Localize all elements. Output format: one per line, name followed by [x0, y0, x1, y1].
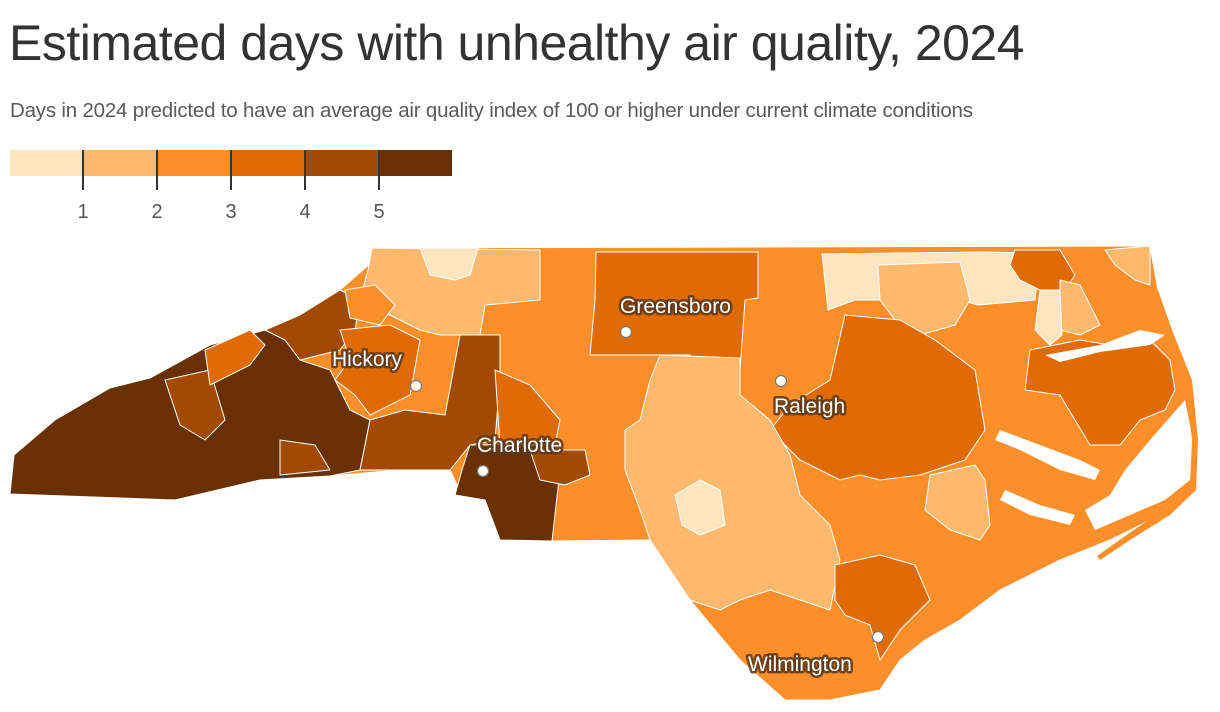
county-region — [334, 324, 421, 416]
charlotte-dot — [476, 464, 490, 478]
legend-tick-label: 2 — [151, 201, 163, 223]
legend-swatch-4 — [304, 150, 379, 176]
legend-tick — [378, 150, 380, 190]
legend-swatch-3 — [231, 150, 305, 176]
water-pamlico-sound — [1085, 400, 1193, 530]
legend-tick — [82, 150, 84, 190]
legend-bar — [10, 150, 453, 176]
legend-tick — [230, 150, 232, 190]
county-region — [834, 554, 931, 661]
city-markers: Greensboro Hickory Charlotte Raleigh Wil… — [330, 293, 885, 679]
legend-tick-label: 5 — [373, 201, 385, 223]
chart-title: Estimated days with unhealthy air qualit… — [9, 15, 1025, 71]
legend-tick — [304, 150, 306, 190]
water-pamlico-river — [995, 430, 1100, 480]
raleigh-dot — [774, 374, 788, 388]
water-albemarle-sound — [1045, 330, 1165, 362]
legend-swatch-2 — [157, 150, 232, 176]
greensboro-dot — [619, 325, 633, 339]
county-region — [344, 284, 396, 326]
legend-tick-label: 4 — [299, 201, 311, 223]
county-region — [529, 449, 591, 486]
county-region — [624, 354, 841, 611]
county-region — [419, 247, 479, 281]
county-region — [164, 369, 226, 441]
county-region — [1034, 289, 1063, 346]
nc-county-map: Greensboro Hickory Charlotte Raleigh Wil… — [9, 245, 1198, 701]
county-region — [1104, 245, 1151, 286]
county-region — [279, 439, 331, 476]
water-neuse-river — [1000, 490, 1075, 525]
legend-swatch-1 — [83, 150, 158, 176]
county-region — [769, 314, 986, 481]
color-legend: 1 2 3 4 5 — [10, 150, 453, 230]
county-region — [494, 369, 561, 446]
raleigh-label: Raleigh — [774, 395, 845, 418]
legend-tick-label: 1 — [77, 201, 89, 223]
chart-subtitle: Days in 2024 predicted to have an averag… — [10, 99, 973, 122]
legend-tick-label: 3 — [225, 201, 237, 223]
county-region — [204, 329, 266, 386]
hickory-dot — [409, 379, 423, 393]
charlotte-label: Charlotte — [477, 434, 562, 457]
county-region — [674, 479, 726, 536]
wilmington-label: Wilmington — [748, 653, 852, 676]
county-region — [877, 261, 971, 336]
legend-tick — [156, 150, 158, 190]
hickory-label: Hickory — [332, 348, 403, 371]
wilmington-dot — [871, 630, 885, 644]
county-region — [924, 464, 991, 541]
greensboro-label: Greensboro — [620, 295, 731, 318]
legend-swatch-0 — [10, 150, 84, 176]
legend-swatch-5 — [378, 150, 453, 176]
